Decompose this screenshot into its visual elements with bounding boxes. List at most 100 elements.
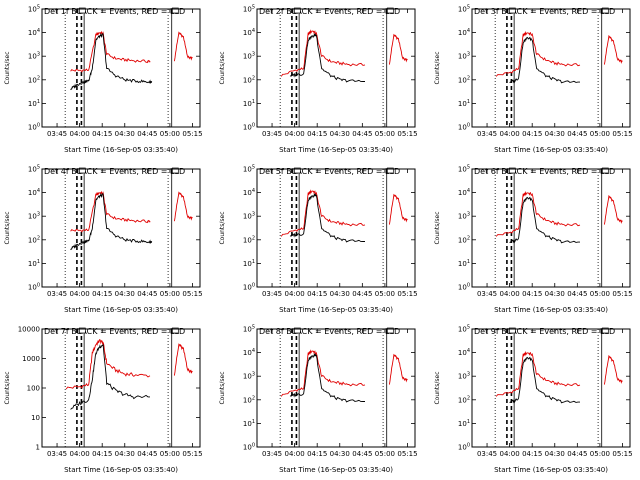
y-tick-label: 105 — [28, 165, 40, 174]
events-series — [509, 196, 580, 244]
x-tick-label: 05:00 — [160, 130, 180, 138]
x-tick-label: 04:45 — [352, 450, 372, 458]
x-tick-label: 05:15 — [612, 290, 632, 298]
detector-panel-9: Det 9f BLACK = Events, RED = LLD Counts/s… — [434, 325, 633, 475]
events-series — [509, 36, 580, 84]
y-axis-label: Counts/sec — [219, 371, 226, 404]
y-tick-label: 100 — [28, 283, 40, 292]
x-tick-label: 04:45 — [567, 290, 587, 298]
y-tick-label: 10000 — [18, 326, 40, 334]
events-series — [70, 32, 153, 91]
y-tick-label: 103 — [243, 52, 255, 61]
y-axis-label: Counts/sec — [219, 51, 226, 84]
x-tick-label: 03:45 — [262, 130, 282, 138]
lld-series — [495, 30, 581, 77]
y-axis-label: Counts/sec — [4, 51, 11, 84]
x-tick-label: 04:30 — [115, 290, 135, 298]
x-tick-label: 04:00 — [70, 130, 90, 138]
x-tick-label: 05:15 — [182, 290, 202, 298]
lld-series — [280, 29, 366, 77]
lld-series — [495, 350, 581, 397]
y-tick-label: 103 — [458, 372, 470, 381]
events-series — [70, 343, 150, 410]
y-tick-label: 101 — [28, 259, 40, 268]
x-tick-label: 04:15 — [92, 290, 112, 298]
x-tick-label: 05:00 — [160, 450, 180, 458]
x-tick-label: 03:45 — [262, 450, 282, 458]
x-tick-label: 04:15 — [92, 450, 112, 458]
y-tick-label: 105 — [243, 165, 255, 174]
x-tick-label: 03:45 — [477, 290, 497, 298]
marker-box — [508, 7, 516, 14]
x-axis-label: Start Time (16-Sep-05 03:35:40) — [64, 146, 178, 154]
y-tick-label: 100 — [458, 123, 470, 132]
x-tick-label: 05:00 — [590, 290, 610, 298]
x-tick-label: 03:45 — [477, 130, 497, 138]
y-tick-label: 100 — [458, 443, 470, 452]
panel-title: Det 8f BLACK = Events, RED = LLD — [259, 327, 400, 336]
y-tick-label: 103 — [243, 372, 255, 381]
events-series — [289, 192, 366, 243]
x-tick-label: 05:00 — [375, 450, 395, 458]
lld-series-segment — [173, 191, 193, 222]
events-series — [70, 192, 153, 251]
y-tick-label: 1 — [36, 444, 40, 452]
marker-box — [386, 167, 394, 174]
y-axis-label: Counts/sec — [434, 211, 441, 244]
y-tick-label: 104 — [458, 188, 470, 197]
y-tick-label: 100 — [28, 123, 40, 132]
x-tick-label: 05:00 — [160, 290, 180, 298]
marker-box — [171, 327, 179, 334]
marker-box — [78, 7, 86, 14]
marker-box — [601, 327, 609, 334]
x-tick-label: 05:00 — [375, 130, 395, 138]
lld-series-segment — [603, 194, 623, 225]
panel-title: Det 4f BLACK = Events, RED = LLD — [44, 167, 185, 176]
y-tick-label: 105 — [243, 5, 255, 14]
detector-panel-4: Det 4f BLACK = Events, RED = LLD Counts/s… — [4, 165, 203, 315]
plot-frame — [41, 328, 201, 448]
x-tick-label: 04:45 — [567, 450, 587, 458]
plot-frame — [471, 328, 631, 448]
y-tick-label: 101 — [28, 99, 40, 108]
marker-box — [601, 7, 609, 14]
x-tick-label: 04:15 — [522, 450, 542, 458]
lld-series — [65, 339, 151, 390]
detector-panel-8: Det 8f BLACK = Events, RED = LLD Counts/s… — [219, 325, 418, 475]
x-tick-label: 04:00 — [285, 290, 305, 298]
y-tick-label: 104 — [243, 188, 255, 197]
detector-panel-3: Det 3f BLACK = Events, RED = LLD Counts/s… — [434, 5, 633, 155]
y-tick-label: 101 — [243, 259, 255, 268]
y-tick-label: 104 — [243, 28, 255, 37]
marker-box — [386, 327, 394, 334]
lld-series-segment — [388, 353, 408, 385]
x-tick-label: 04:00 — [500, 290, 520, 298]
x-tick-label: 04:15 — [307, 450, 327, 458]
x-tick-label: 05:15 — [397, 130, 417, 138]
x-tick-label: 04:30 — [545, 130, 565, 138]
x-tick-label: 04:30 — [115, 130, 135, 138]
y-tick-label: 102 — [458, 395, 470, 404]
x-axis-label: Start Time (16-Sep-05 03:35:40) — [279, 466, 393, 474]
y-tick-label: 103 — [28, 212, 40, 221]
events-series — [509, 356, 580, 404]
marker-box — [171, 7, 179, 14]
y-tick-label: 102 — [243, 75, 255, 84]
x-tick-label: 03:45 — [47, 450, 67, 458]
x-tick-label: 03:45 — [47, 290, 67, 298]
x-tick-label: 04:15 — [307, 290, 327, 298]
events-series — [289, 32, 366, 83]
plot-frame — [256, 328, 416, 448]
marker-box — [78, 167, 86, 174]
x-tick-label: 05:15 — [397, 290, 417, 298]
y-tick-label: 100 — [243, 443, 255, 452]
y-axis-label: Counts/sec — [219, 211, 226, 244]
x-tick-label: 05:15 — [182, 450, 202, 458]
lld-series — [70, 30, 151, 73]
x-tick-label: 04:45 — [567, 130, 587, 138]
x-tick-label: 04:30 — [545, 290, 565, 298]
lld-series-segment — [173, 343, 193, 376]
plot-frame — [471, 168, 631, 288]
x-axis-label: Start Time (16-Sep-05 03:35:40) — [494, 306, 608, 314]
y-tick-label: 105 — [458, 165, 470, 174]
